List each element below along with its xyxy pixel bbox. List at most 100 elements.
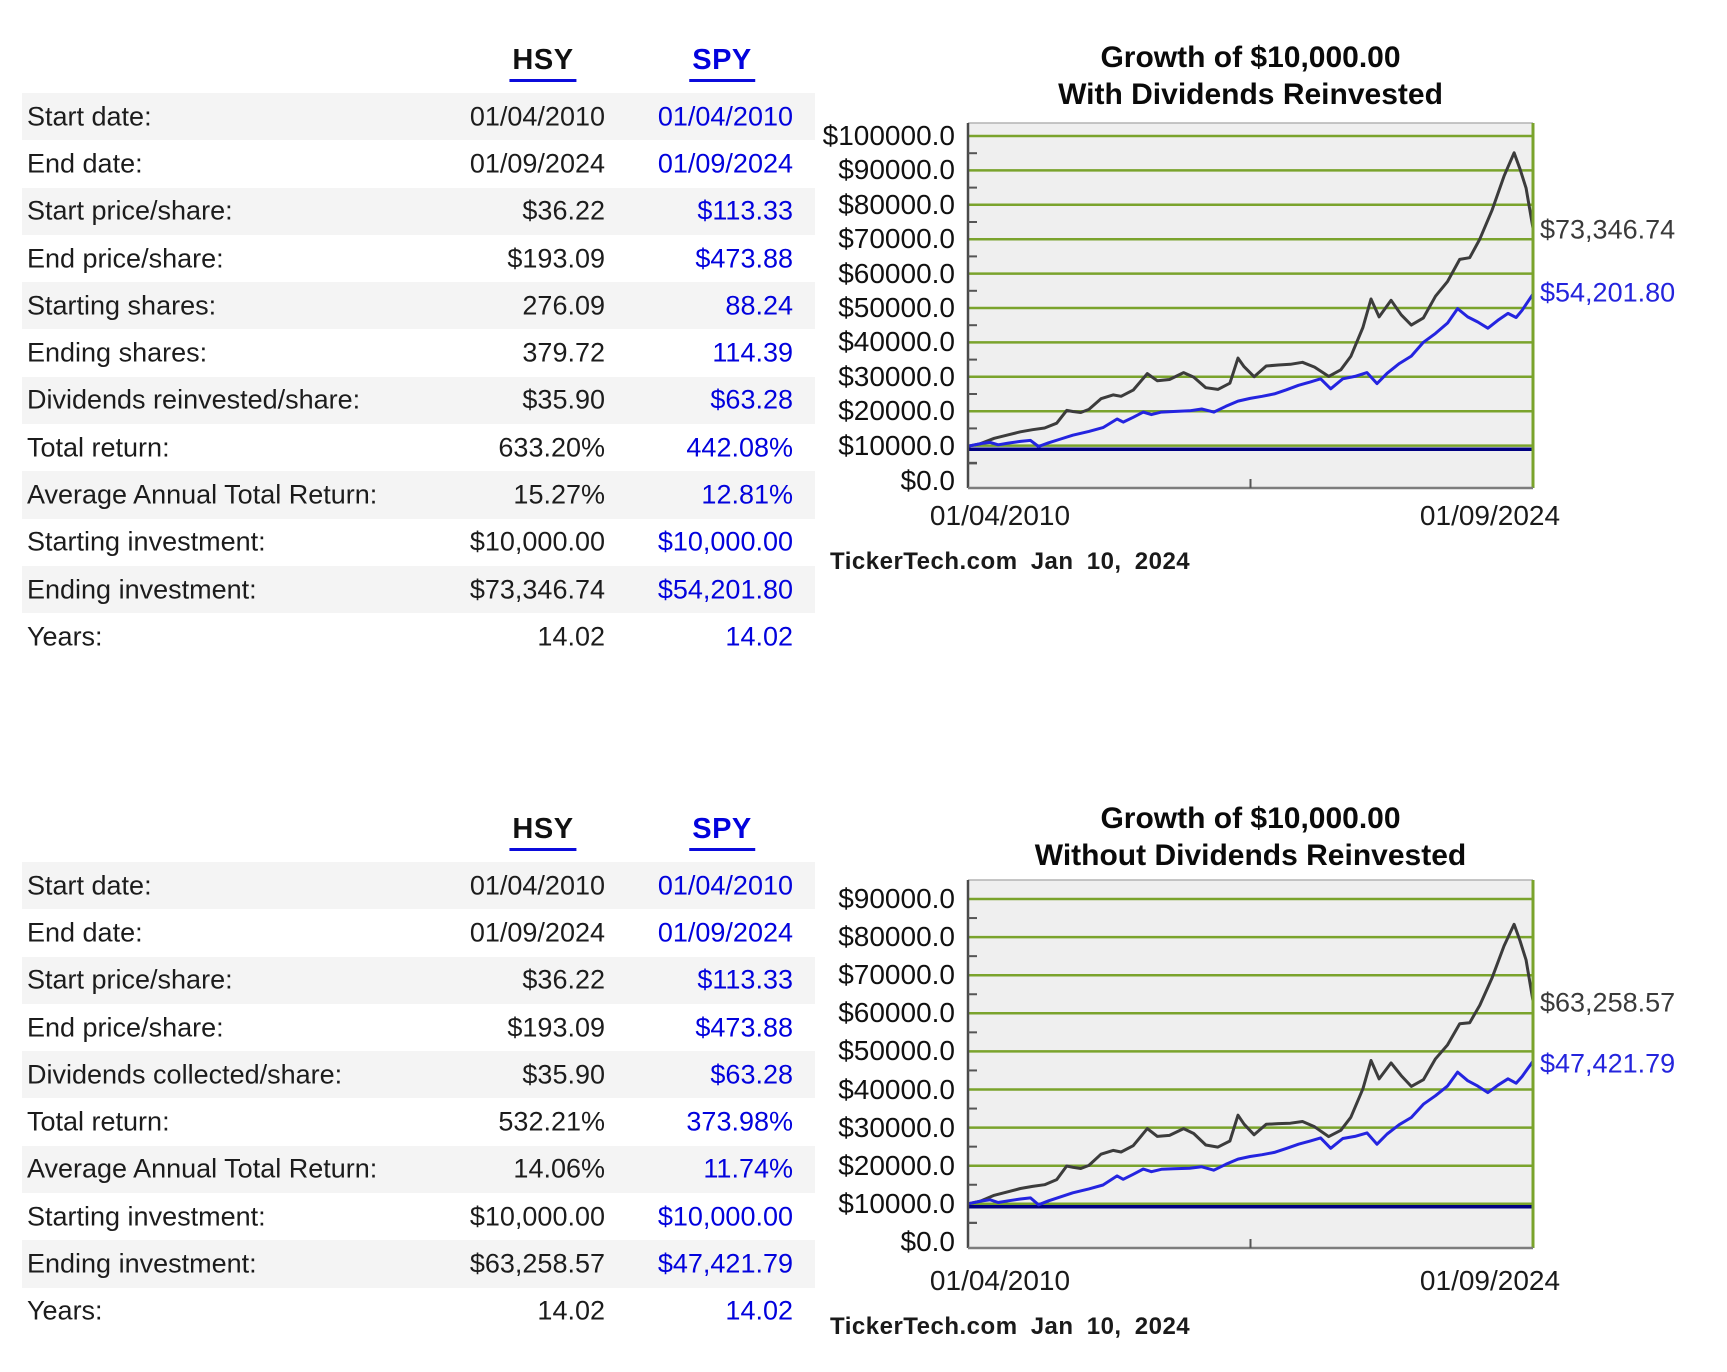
y-axis-tick-label: $60000.0 [838, 257, 955, 289]
spy-value: 88.24 [725, 290, 793, 321]
table-row: Starting investment: $10,000.00 $10,000.… [22, 1193, 815, 1241]
row-label: Start date: [27, 101, 152, 132]
hsy-line [967, 922, 1535, 1206]
row-label: Total return: [27, 1106, 170, 1137]
row-label: Total return: [27, 432, 170, 463]
table-row: Start price/share: $36.22 $113.33 [22, 187, 815, 235]
table-row: Dividends reinvested/share: $35.90 $63.2… [22, 376, 815, 425]
row-label: Years: [27, 1295, 103, 1326]
spy-value: $47,421.79 [657, 1248, 793, 1279]
spy-value: $63.28 [710, 1059, 793, 1090]
chart2-x-label-end: 01/09/2024 [1419, 1265, 1561, 1296]
y-axis-tick-label: $10000.0 [838, 429, 955, 461]
hsy-value: 532.21% [498, 1106, 605, 1137]
spy-value: $10,000.00 [657, 1201, 793, 1232]
hsy-value: $36.22 [522, 964, 605, 995]
spy-value: $113.33 [697, 195, 793, 226]
chart2-spy-end-value-label: $47,421.79 [1540, 1048, 1676, 1079]
y-axis-tick-label: $70000.0 [838, 223, 955, 255]
y-axis-tick-label: $40000.0 [838, 1073, 955, 1105]
table-row: Starting investment: $10,000.00 $10,000.… [22, 518, 815, 566]
y-axis-tick-label: $90000.0 [838, 883, 955, 914]
hsy-value: 379.72 [522, 337, 605, 368]
tickertech-caption: TickerTech.com Jan 10, 2024 [830, 548, 1191, 575]
hsy-value: 01/04/2010 [469, 870, 605, 901]
hsy-value: 14.02 [537, 621, 605, 652]
hsy-value: $36.22 [522, 195, 605, 226]
row-label: Starting investment: [27, 1201, 266, 1232]
y-axis-tick-label: $100000.0 [822, 120, 955, 151]
row-label: Dividends reinvested/share: [27, 384, 361, 415]
y-axis-tick-label: $90000.0 [838, 154, 955, 186]
spy-value: $473.88 [695, 243, 793, 274]
table-row: Total return: 532.21% 373.98% [22, 1098, 815, 1146]
spy-value: $113.33 [697, 964, 793, 995]
row-label: End price/share: [27, 243, 224, 274]
row-label: Average Annual Total Return: [27, 1153, 378, 1184]
table-row: Years: 14.02 14.02 [22, 1287, 815, 1335]
hsy-ticker-link[interactable]: HSY [509, 44, 577, 82]
table-header: HSY SPY [22, 804, 815, 862]
table-row: Average Annual Total Return: 15.27% 12.8… [22, 471, 815, 519]
row-label: Ending shares: [27, 337, 208, 368]
y-axis-tick-label: $10000.0 [838, 1187, 955, 1219]
table-row: End date: 01/09/2024 01/09/2024 [22, 140, 815, 188]
table-rows: Start date: 01/04/2010 01/04/2010 End da… [22, 862, 815, 1335]
chart2-title-line2: Without Dividends Reinvested [1034, 839, 1467, 872]
table-row: End price/share: $193.09 $473.88 [22, 1003, 815, 1052]
y-axis-tick-label: $80000.0 [838, 921, 955, 953]
hsy-value: $35.90 [522, 384, 605, 415]
spy-value: $54,201.80 [657, 574, 793, 605]
chart1-x-label-start: 01/04/2010 [929, 500, 1071, 531]
spy-value: 01/09/2024 [657, 148, 793, 179]
hsy-value: 14.06% [513, 1153, 605, 1184]
hsy-value: 01/09/2024 [469, 148, 605, 179]
hsy-value: 15.27% [513, 479, 605, 510]
table-header: HSY SPY [22, 35, 815, 93]
table-row: Start price/share: $36.22 $113.33 [22, 956, 815, 1004]
row-label: Start date: [27, 870, 152, 901]
table-row: Ending investment: $73,346.74 $54,201.80 [22, 565, 815, 614]
hsy-ticker-link[interactable]: HSY [509, 813, 577, 851]
spy-line [967, 293, 1535, 448]
row-label: Starting shares: [27, 290, 217, 321]
chart1-hsy-end-value-label: $73,346.74 [1540, 214, 1676, 245]
y-axis-tick-label: $50000.0 [838, 1035, 955, 1067]
y-axis-tick-label: $70000.0 [838, 959, 955, 991]
hsy-value: $10,000.00 [469, 1201, 605, 1232]
chart1-title-line2: With Dividends Reinvested [1058, 78, 1443, 111]
spy-value: 114.39 [712, 337, 793, 368]
row-label: End date: [27, 148, 143, 179]
row-label: Start price/share: [27, 964, 233, 995]
hsy-value: 633.20% [498, 432, 605, 463]
hsy-value: $193.09 [507, 1012, 605, 1043]
spy-value: $63.28 [710, 384, 793, 415]
y-axis-tick-label: $80000.0 [838, 188, 955, 220]
hsy-line [967, 151, 1535, 448]
hsy-value: 14.02 [537, 1295, 605, 1326]
row-label: Ending investment: [27, 574, 257, 605]
table-row: Dividends collected/share: $35.90 $63.28 [22, 1051, 815, 1099]
chart2-hsy-end-value-label: $63,258.57 [1540, 987, 1676, 1018]
row-label: Starting investment: [27, 526, 266, 557]
spy-value: $473.88 [695, 1012, 793, 1043]
y-axis-tick-label: $30000.0 [838, 360, 955, 392]
row-label: Dividends collected/share: [27, 1059, 343, 1090]
table-row: Total return: 633.20% 442.08% [22, 424, 815, 472]
y-axis-tick-label: $40000.0 [838, 326, 955, 358]
row-label: End date: [27, 917, 143, 948]
y-axis-tick-label: $30000.0 [838, 1111, 955, 1143]
spy-ticker-link[interactable]: SPY [689, 813, 755, 851]
table-row: Ending investment: $63,258.57 $47,421.79 [22, 1240, 815, 1288]
returns-table-with-dividends: HSY SPY Start date: 01/04/2010 01/04/201… [22, 35, 815, 661]
hsy-value: $193.09 [507, 243, 605, 274]
spy-ticker-link[interactable]: SPY [689, 44, 755, 82]
y-axis-tick-label: $0.0 [900, 464, 956, 496]
chart2-x-label-start: 01/04/2010 [929, 1265, 1071, 1296]
chart2-title-line1: Growth of $10,000.00 [1100, 802, 1401, 835]
spy-value: 12.81% [701, 479, 793, 510]
y-axis-tick-label: $20000.0 [838, 1149, 955, 1181]
row-label: End price/share: [27, 1012, 224, 1043]
spy-value: 373.98% [686, 1106, 793, 1137]
hsy-value: $73,346.74 [469, 574, 605, 605]
